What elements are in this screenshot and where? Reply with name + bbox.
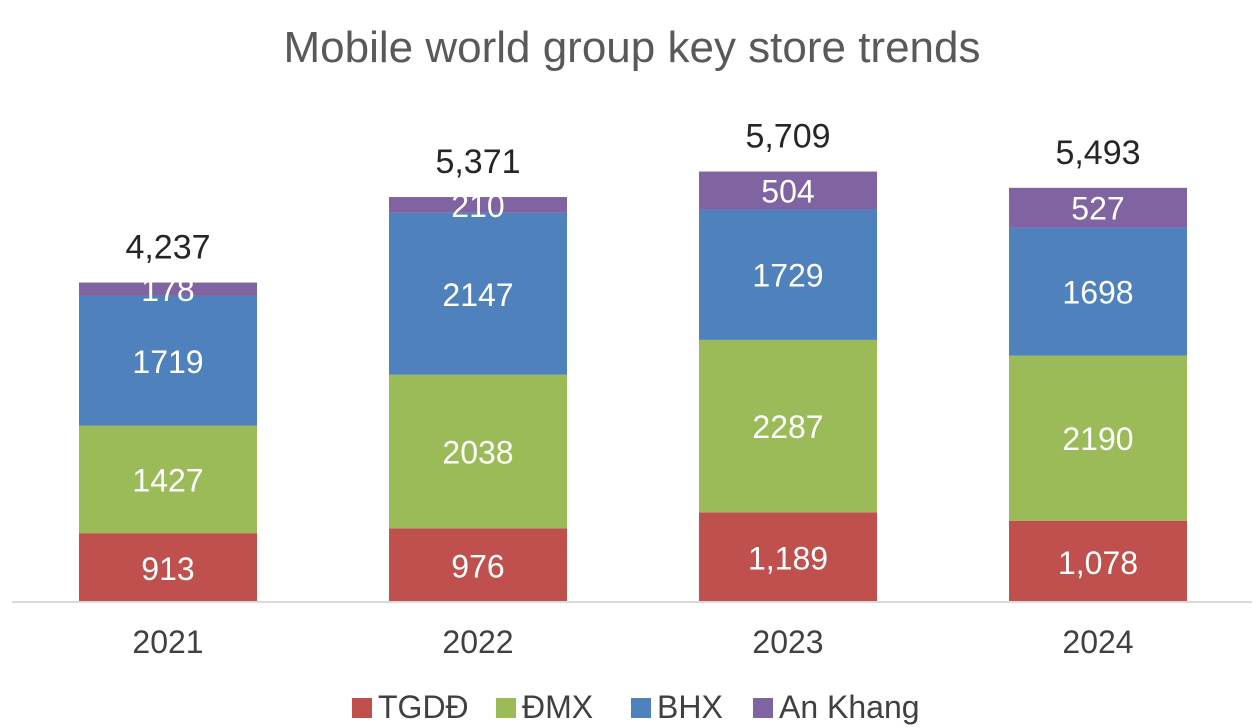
legend-swatch-bhx [631, 698, 651, 718]
bar-an-khang-2022 [389, 197, 567, 213]
data-label-tgdd-2023: 1,189 [748, 541, 828, 577]
legend-swatch-an-khang [753, 698, 773, 718]
bar-tgdd-2023 [699, 512, 877, 602]
legend-item-bhx: BHX [631, 689, 723, 725]
bar-dmx-2023 [699, 339, 877, 513]
total-label-2023: 5,709 [745, 118, 830, 156]
data-label-tgdd-2021: 913 [141, 551, 194, 587]
chart-title: Mobile world group key store trends [284, 23, 981, 72]
x-tick-label-2023: 2023 [752, 624, 823, 660]
bars-group [79, 171, 1187, 602]
data-label-dmx-2023: 2287 [752, 409, 823, 445]
bar-bhx-2024 [1009, 227, 1187, 356]
legend-label-an-khang: An Khang [779, 689, 920, 725]
x-tick-label-2022: 2022 [442, 624, 513, 660]
bar-an-khang-2024 [1009, 187, 1187, 228]
legend-swatch-tgdd [352, 698, 372, 718]
legend-swatch-dmx [496, 698, 516, 718]
x-tick-label-2021: 2021 [132, 624, 203, 660]
data-label-an-khang-2024: 527 [1071, 191, 1124, 227]
bar-bhx-2022 [389, 212, 567, 375]
bar-bhx-2021 [79, 295, 257, 426]
data-label-dmx-2022: 2038 [442, 435, 513, 471]
total-label-2024: 5,493 [1055, 134, 1140, 172]
bar-tgdd-2021 [79, 533, 257, 602]
data-label-tgdd-2022: 976 [451, 549, 504, 585]
bar-bhx-2023 [699, 209, 877, 340]
data-label-tgdd-2024: 1,078 [1058, 545, 1138, 581]
legend-label-bhx: BHX [657, 689, 723, 725]
data-label-an-khang-2022: 210 [451, 188, 504, 224]
segment-labels-group: 913 1427 1719 178 976 2038 2147 210 1,189 2287 172… [132, 174, 1138, 587]
legend-item-dmx: ĐMX [496, 689, 593, 725]
data-label-bhx-2021: 1719 [132, 344, 203, 380]
x-tick-label-2024: 2024 [1062, 624, 1133, 660]
data-label-bhx-2023: 1729 [752, 258, 823, 294]
legend-item-an-khang: An Khang [753, 689, 920, 725]
bar-dmx-2021 [79, 425, 257, 534]
total-label-2021: 4,237 [125, 229, 210, 267]
legend: TGDĐ ĐMX BHX An Khang [352, 689, 920, 725]
total-label-2022: 5,371 [435, 143, 520, 181]
total-labels-group: 4,237 5,371 5,709 5,493 [125, 118, 1140, 267]
x-tick-labels-group: 2021 2022 2023 2024 [132, 624, 1133, 660]
bar-an-khang-2021 [79, 282, 257, 296]
data-label-dmx-2021: 1427 [132, 462, 203, 498]
data-label-an-khang-2021: 178 [141, 272, 194, 308]
legend-item-tgdd: TGDĐ [352, 689, 469, 725]
data-label-an-khang-2023: 504 [761, 174, 814, 210]
data-label-bhx-2022: 2147 [442, 277, 513, 313]
bar-dmx-2022 [389, 374, 567, 529]
bar-tgdd-2024 [1009, 520, 1187, 602]
data-label-dmx-2024: 2190 [1062, 421, 1133, 457]
legend-label-tgdd: TGDĐ [378, 689, 469, 725]
bar-an-khang-2023 [699, 171, 877, 210]
legend-label-dmx: ĐMX [522, 689, 593, 725]
data-label-bhx-2024: 1698 [1062, 275, 1133, 311]
bar-tgdd-2022 [389, 528, 567, 602]
bar-dmx-2024 [1009, 355, 1187, 521]
